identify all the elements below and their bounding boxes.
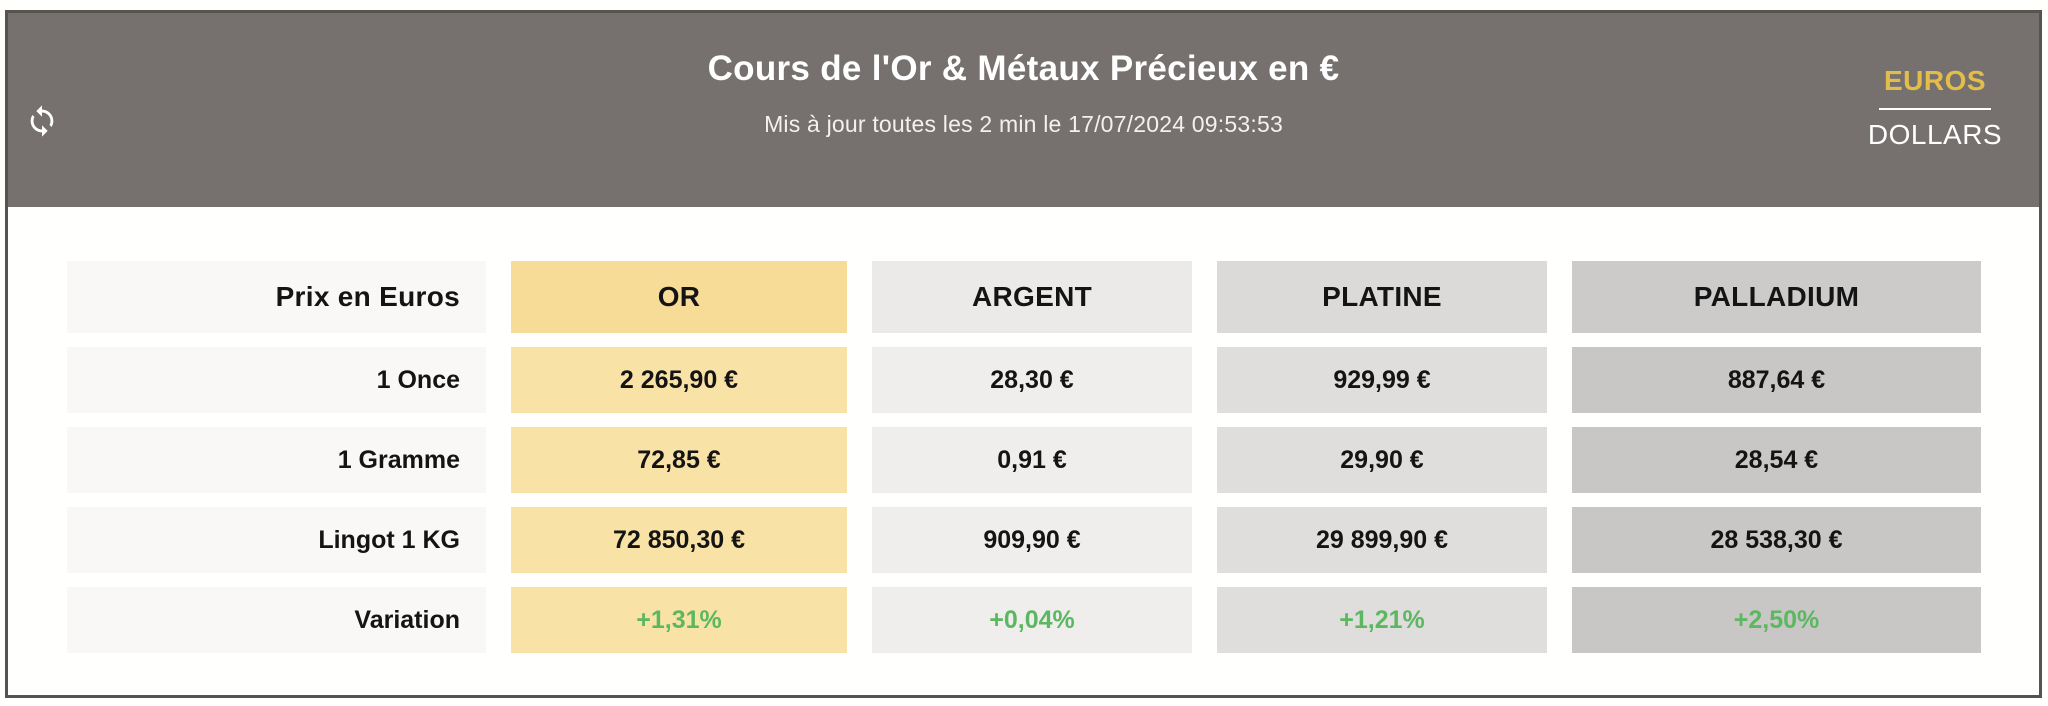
row-label-lingot-1-kg: Lingot 1 KG [67,507,486,573]
column-header-argent: ARGENT [872,261,1192,333]
currency-option-euros[interactable]: EUROS [1883,65,1987,96]
column-header-or: OR [511,261,847,333]
currency-divider [1879,108,1991,110]
variation-palladium-variation: +2,50% [1572,587,1981,653]
currency-toggle: EUROS DOLLARS [1865,65,2005,151]
price-argent-1-once: 28,30 € [872,347,1192,413]
price-or-lingot-1-kg: 72 850,30 € [511,507,847,573]
column-header-platine: PLATINE [1217,261,1547,333]
price-palladium-1-gramme: 28,54 € [1572,427,1981,493]
corner-label: Prix en Euros [67,261,486,333]
variation-argent-variation: +0,04% [872,587,1192,653]
last-updated-text: Mis à jour toutes les 2 min le 17/07/202… [764,111,1283,137]
header-titles: Cours de l'Or & Métaux Précieux en € Mis… [8,13,2039,138]
currency-option-dollars[interactable]: DOLLARS [1867,119,2003,150]
price-platine-lingot-1-kg: 29 899,90 € [1217,507,1547,573]
gold-price-widget: Cours de l'Or & Métaux Précieux en € Mis… [5,10,2042,698]
row-label-1-gramme: 1 Gramme [67,427,486,493]
table-area: Prix en Euros OR ARGENT PLATINE PALLADIUM 1 O… [8,207,2039,698]
price-palladium-lingot-1-kg: 28 538,30 € [1572,507,1981,573]
price-platine-1-gramme: 29,90 € [1217,427,1547,493]
price-palladium-1-once: 887,64 € [1572,347,1981,413]
variation-platine-variation: +1,21% [1217,587,1547,653]
price-or-1-once: 2 265,90 € [511,347,847,413]
price-or-1-gramme: 72,85 € [511,427,847,493]
price-table: Prix en Euros OR ARGENT PLATINE PALLADIUM 1 O… [67,261,1981,653]
row-label-1-once: 1 Once [67,347,486,413]
price-argent-1-gramme: 0,91 € [872,427,1192,493]
widget-header: Cours de l'Or & Métaux Précieux en € Mis… [8,13,2039,207]
row-label-variation: Variation [67,587,486,653]
variation-or-variation: +1,31% [511,587,847,653]
price-platine-1-once: 929,99 € [1217,347,1547,413]
price-argent-lingot-1-kg: 909,90 € [872,507,1192,573]
column-header-palladium: PALLADIUM [1572,261,1981,333]
page-title: Cours de l'Or & Métaux Précieux en € [707,49,1340,88]
refresh-icon [30,105,54,137]
refresh-button[interactable] [25,101,65,141]
